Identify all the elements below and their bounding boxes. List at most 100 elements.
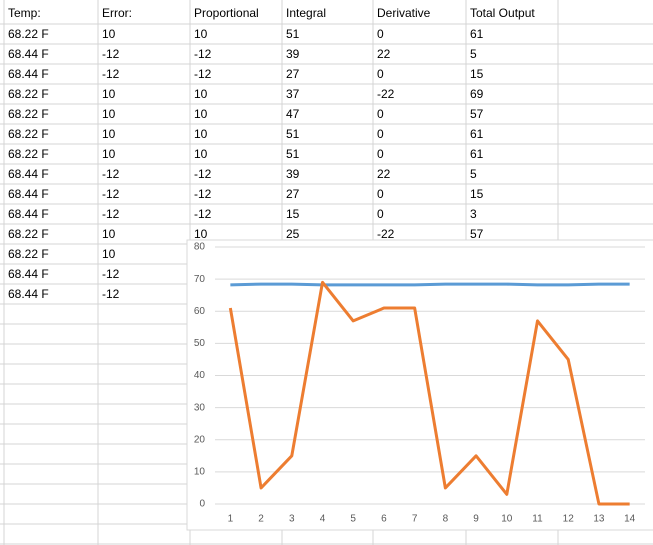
cell[interactable]: 15	[286, 207, 300, 221]
header-cell[interactable]: Temp:	[8, 6, 41, 20]
cell[interactable]: 68.44 F	[8, 67, 49, 81]
x-tick-label: 2	[258, 514, 264, 525]
x-tick-label: 4	[320, 514, 326, 525]
cell[interactable]: 5	[470, 47, 477, 61]
header-cell[interactable]: Integral	[286, 6, 326, 20]
cell[interactable]: 10	[194, 147, 208, 161]
cell[interactable]: 37	[286, 87, 300, 101]
cell[interactable]: 0	[377, 27, 384, 41]
cell[interactable]: 68.22 F	[8, 247, 49, 261]
cell[interactable]: 0	[377, 187, 384, 201]
cell[interactable]: 57	[470, 227, 484, 241]
y-tick-label: 80	[194, 242, 206, 253]
cell[interactable]: 0	[377, 127, 384, 141]
cell[interactable]: -12	[102, 207, 120, 221]
cell[interactable]: 10	[194, 27, 208, 41]
cell[interactable]: 61	[470, 147, 484, 161]
cell[interactable]: 68.22 F	[8, 107, 49, 121]
cell[interactable]: 10	[194, 87, 208, 101]
series-line	[230, 282, 630, 287]
cell[interactable]: 68.22 F	[8, 147, 49, 161]
cell[interactable]: 15	[470, 67, 484, 81]
x-tick-label: 9	[473, 514, 479, 525]
cell[interactable]: 68.22 F	[8, 227, 49, 241]
cell[interactable]: 39	[286, 47, 300, 61]
series-line	[228, 280, 630, 506]
cell[interactable]: 68.44 F	[8, 167, 49, 181]
cell[interactable]: 51	[286, 127, 300, 141]
cell[interactable]: 0	[377, 67, 384, 81]
header-cell[interactable]: Total Output	[470, 6, 535, 20]
cell[interactable]: -12	[102, 187, 120, 201]
cell[interactable]: 68.44 F	[8, 47, 49, 61]
cell[interactable]: 15	[470, 187, 484, 201]
cell[interactable]: -12	[102, 67, 120, 81]
cell[interactable]: -12	[194, 67, 212, 81]
x-tick-label: 12	[563, 514, 575, 525]
cell[interactable]: -22	[377, 87, 395, 101]
cell[interactable]: 51	[286, 147, 300, 161]
x-tick-label: 10	[501, 514, 513, 525]
cell[interactable]: 57	[470, 107, 484, 121]
cell[interactable]: 10	[194, 107, 208, 121]
cell[interactable]: 68.44 F	[8, 207, 49, 221]
y-tick-label: 60	[194, 306, 206, 317]
cell[interactable]: 0	[377, 147, 384, 161]
cell[interactable]: 68.44 F	[8, 267, 49, 281]
cell[interactable]: 22	[377, 47, 391, 61]
cell[interactable]: 10	[102, 87, 116, 101]
cell[interactable]: 68.22 F	[8, 27, 49, 41]
x-tick-label: 6	[381, 514, 387, 525]
cell[interactable]: -12	[102, 167, 120, 181]
cell[interactable]: 68.44 F	[8, 287, 49, 301]
cell[interactable]: 27	[286, 67, 300, 81]
cell[interactable]: 22	[377, 167, 391, 181]
cell[interactable]: -22	[377, 227, 395, 241]
x-tick-label: 8	[443, 514, 449, 525]
cell[interactable]: -12	[194, 207, 212, 221]
header-cell[interactable]: Error:	[102, 6, 132, 20]
cell[interactable]: 51	[286, 27, 300, 41]
cell[interactable]: 10	[194, 227, 208, 241]
cell[interactable]: 39	[286, 167, 300, 181]
cell[interactable]: 68.44 F	[8, 187, 49, 201]
y-tick-label: 10	[194, 467, 206, 478]
cell[interactable]: 47	[286, 107, 300, 121]
header-cell[interactable]: Proportional	[194, 6, 259, 20]
cell[interactable]: -12	[194, 167, 212, 181]
cell[interactable]: -12	[102, 287, 120, 301]
cell[interactable]: 10	[102, 27, 116, 41]
cell[interactable]: 10	[102, 247, 116, 261]
x-tick-label: 13	[593, 514, 605, 525]
y-tick-label: 20	[194, 434, 206, 445]
cell[interactable]: -12	[194, 187, 212, 201]
cell[interactable]: 10	[194, 127, 208, 141]
cell[interactable]: -12	[194, 47, 212, 61]
y-tick-label: 70	[194, 274, 206, 285]
y-tick-label: 40	[194, 370, 206, 381]
cell[interactable]: 69	[470, 87, 484, 101]
cell[interactable]: 68.22 F	[8, 87, 49, 101]
y-tick-label: 0	[199, 499, 205, 510]
x-tick-label: 1	[228, 514, 234, 525]
cell[interactable]: 27	[286, 187, 300, 201]
cell[interactable]: 10	[102, 147, 116, 161]
x-tick-label: 11	[532, 514, 543, 525]
cell[interactable]: 61	[470, 127, 484, 141]
chart-area[interactable]	[186, 239, 653, 531]
cell[interactable]: 0	[377, 107, 384, 121]
cell[interactable]: 10	[102, 107, 116, 121]
cell[interactable]: 10	[102, 227, 116, 241]
x-tick-label: 7	[412, 514, 418, 525]
cell[interactable]: -12	[102, 47, 120, 61]
cell[interactable]: 3	[470, 207, 477, 221]
cell[interactable]: 68.22 F	[8, 127, 49, 141]
cell[interactable]: 61	[470, 27, 484, 41]
cell[interactable]: 0	[377, 207, 384, 221]
cell[interactable]: 10	[102, 127, 116, 141]
cell[interactable]: -12	[102, 267, 120, 281]
cell[interactable]: 5	[470, 167, 477, 181]
x-tick-label: 5	[350, 514, 356, 525]
header-cell[interactable]: Derivative	[377, 6, 431, 20]
cell[interactable]: 25	[286, 227, 300, 241]
